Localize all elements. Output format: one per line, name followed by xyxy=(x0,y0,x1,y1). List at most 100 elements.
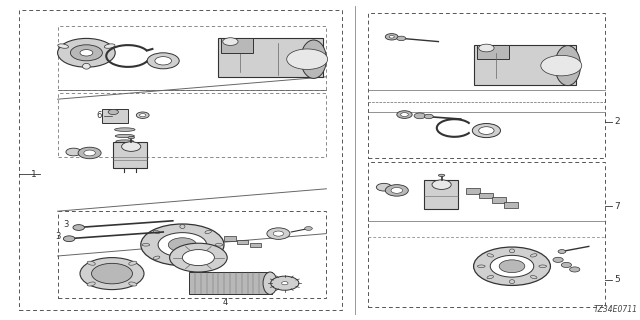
Circle shape xyxy=(570,267,580,272)
Circle shape xyxy=(499,260,525,273)
Ellipse shape xyxy=(215,244,223,246)
Circle shape xyxy=(141,224,224,266)
Ellipse shape xyxy=(180,261,185,265)
Polygon shape xyxy=(221,38,253,53)
Ellipse shape xyxy=(301,40,326,78)
Text: 5: 5 xyxy=(614,276,620,284)
Ellipse shape xyxy=(509,280,515,284)
Circle shape xyxy=(58,38,115,67)
Circle shape xyxy=(376,183,392,191)
Ellipse shape xyxy=(87,261,95,265)
Circle shape xyxy=(92,263,132,284)
Circle shape xyxy=(155,57,172,65)
Ellipse shape xyxy=(205,256,211,259)
Bar xyxy=(224,236,236,241)
Circle shape xyxy=(147,53,179,69)
Bar xyxy=(58,93,326,157)
Ellipse shape xyxy=(205,230,211,234)
Circle shape xyxy=(140,114,146,117)
Circle shape xyxy=(305,227,312,230)
Circle shape xyxy=(385,185,408,196)
Circle shape xyxy=(170,243,227,272)
Circle shape xyxy=(414,113,426,119)
Circle shape xyxy=(479,44,494,52)
Ellipse shape xyxy=(154,256,160,259)
Circle shape xyxy=(401,113,408,116)
Ellipse shape xyxy=(154,230,160,234)
Text: TZ34E0711: TZ34E0711 xyxy=(594,305,638,314)
Circle shape xyxy=(182,250,214,266)
Ellipse shape xyxy=(531,276,537,279)
Circle shape xyxy=(158,233,207,257)
Circle shape xyxy=(391,188,403,193)
Ellipse shape xyxy=(83,63,90,69)
Circle shape xyxy=(287,49,328,69)
Polygon shape xyxy=(218,38,323,77)
Circle shape xyxy=(397,111,412,118)
Bar xyxy=(237,240,248,244)
Circle shape xyxy=(168,238,196,252)
Ellipse shape xyxy=(180,225,185,228)
Ellipse shape xyxy=(129,261,137,265)
Ellipse shape xyxy=(487,254,493,257)
Bar xyxy=(504,202,518,208)
Ellipse shape xyxy=(263,272,277,294)
Bar xyxy=(58,211,326,298)
Ellipse shape xyxy=(282,282,288,285)
Bar xyxy=(58,26,326,90)
Circle shape xyxy=(490,255,534,277)
Bar xyxy=(466,188,480,194)
Ellipse shape xyxy=(104,44,115,48)
Circle shape xyxy=(78,147,101,159)
Circle shape xyxy=(66,148,81,156)
Circle shape xyxy=(70,45,102,61)
Text: 1: 1 xyxy=(31,170,37,179)
Text: 4: 4 xyxy=(223,298,228,307)
Circle shape xyxy=(80,50,93,56)
Circle shape xyxy=(273,231,284,236)
Polygon shape xyxy=(477,45,509,59)
Ellipse shape xyxy=(58,44,68,48)
Circle shape xyxy=(73,225,84,230)
Ellipse shape xyxy=(115,134,134,138)
Text: 3: 3 xyxy=(64,220,69,229)
Ellipse shape xyxy=(539,265,547,268)
Ellipse shape xyxy=(142,244,150,246)
Circle shape xyxy=(553,257,563,262)
Text: 6: 6 xyxy=(97,111,102,120)
Circle shape xyxy=(63,236,75,242)
Circle shape xyxy=(223,38,238,45)
Circle shape xyxy=(271,276,299,290)
Circle shape xyxy=(424,114,433,119)
Polygon shape xyxy=(189,272,272,294)
Ellipse shape xyxy=(116,140,134,143)
Circle shape xyxy=(122,142,141,151)
Polygon shape xyxy=(474,45,576,85)
Polygon shape xyxy=(102,109,128,123)
Ellipse shape xyxy=(87,282,95,286)
Circle shape xyxy=(479,127,494,134)
Circle shape xyxy=(561,262,572,268)
Circle shape xyxy=(541,55,582,76)
Circle shape xyxy=(389,36,394,38)
Bar xyxy=(368,162,605,307)
Bar xyxy=(19,10,342,310)
Circle shape xyxy=(397,36,406,41)
Text: 2: 2 xyxy=(614,117,620,126)
Ellipse shape xyxy=(487,276,493,279)
Circle shape xyxy=(474,247,550,285)
Ellipse shape xyxy=(438,174,445,177)
Ellipse shape xyxy=(531,254,537,257)
Ellipse shape xyxy=(115,128,135,132)
Circle shape xyxy=(136,112,149,118)
Circle shape xyxy=(472,124,500,138)
Circle shape xyxy=(267,228,290,239)
Circle shape xyxy=(84,150,95,156)
Bar xyxy=(250,243,261,247)
Circle shape xyxy=(80,258,144,290)
Text: 7: 7 xyxy=(614,202,620,211)
Bar xyxy=(479,193,493,198)
Polygon shape xyxy=(113,142,147,168)
Ellipse shape xyxy=(116,144,133,147)
Ellipse shape xyxy=(129,282,137,286)
